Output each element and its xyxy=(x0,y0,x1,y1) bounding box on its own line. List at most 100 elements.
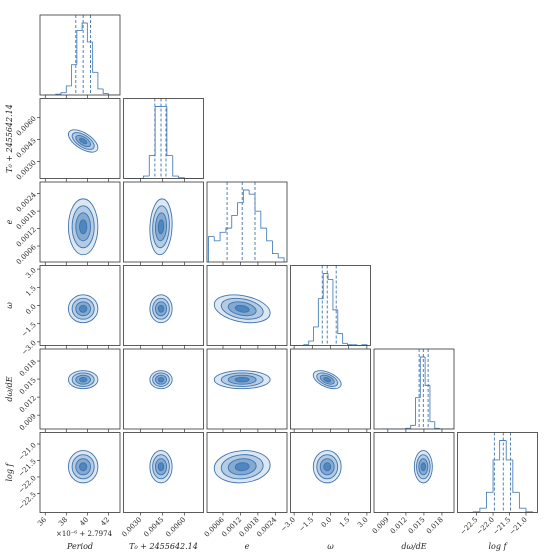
contour xyxy=(323,376,332,383)
hist-bin xyxy=(71,64,77,86)
contour xyxy=(234,462,250,472)
panel xyxy=(149,294,173,324)
hist-bin xyxy=(272,240,279,254)
hist-bin xyxy=(505,440,513,461)
hist-bin xyxy=(178,176,185,179)
panel-frame xyxy=(39,181,121,263)
panel xyxy=(45,15,119,95)
panel-frame xyxy=(39,348,121,430)
hist-bin xyxy=(254,194,261,212)
panel-frame xyxy=(123,181,204,263)
panel-frame xyxy=(123,98,204,179)
panel-frame xyxy=(290,265,371,346)
panel xyxy=(466,432,534,513)
hist-bin xyxy=(107,93,114,95)
panel xyxy=(67,450,99,484)
panel-frame xyxy=(206,348,288,430)
x-tick-label: 3.0 xyxy=(356,516,370,530)
x-axis-label: ω xyxy=(327,542,334,551)
hist-bin xyxy=(347,343,353,346)
panel-frame xyxy=(123,432,204,513)
y-tick-label: 3.0 xyxy=(24,266,38,280)
hist-bin xyxy=(184,177,191,179)
x-tick-label: 0.015 xyxy=(407,516,427,536)
hist-bin xyxy=(419,356,426,398)
panel-frame xyxy=(39,14,121,96)
y-axis-label: e xyxy=(5,219,14,224)
hist-bin xyxy=(81,22,88,31)
x-tick-label: 0.012 xyxy=(389,516,409,536)
panel-frame xyxy=(39,98,121,179)
x-tick-label: −1.5 xyxy=(297,516,315,534)
x-tick-label: 0.0 xyxy=(320,516,334,530)
contour xyxy=(79,304,88,313)
hist-bin xyxy=(342,333,348,344)
y-tick-label: −21.0 xyxy=(17,441,38,462)
x-axis-label: log f xyxy=(489,542,509,551)
hist-bin xyxy=(172,155,179,177)
x-axis-label: dω/dE xyxy=(401,542,426,551)
hist-bin xyxy=(248,190,255,195)
panel xyxy=(213,450,271,484)
panel xyxy=(67,370,99,390)
hist-bin xyxy=(410,424,416,429)
y-tick-label: −1.5 xyxy=(20,321,38,339)
hist-bin xyxy=(518,492,526,509)
hist-bin xyxy=(512,459,520,493)
hist-bin xyxy=(525,508,534,513)
offset-text: ×10⁻⁶ + 2.7974 xyxy=(56,530,113,538)
hist-bin xyxy=(166,106,173,157)
x-tick-label: 38 xyxy=(57,516,69,528)
hist-bin xyxy=(415,397,421,426)
panel-frame xyxy=(123,265,204,346)
hist-bin xyxy=(92,41,98,73)
contour xyxy=(323,462,332,472)
contour xyxy=(420,462,427,472)
panel-frame xyxy=(206,265,288,346)
hist-bin xyxy=(332,279,338,311)
panel xyxy=(294,265,368,346)
panel-frame xyxy=(206,432,288,513)
panel xyxy=(208,182,285,262)
y-axis-label: log f xyxy=(5,461,14,481)
x-tick-label: 0.009 xyxy=(371,516,391,536)
hist-bin xyxy=(148,155,156,177)
x-axis-label: e xyxy=(245,542,250,551)
x-tick-label: 0.0060 xyxy=(164,516,187,539)
hist-bin xyxy=(317,298,324,327)
panel-frame xyxy=(373,348,455,430)
panel xyxy=(312,450,342,484)
hist-bin xyxy=(154,106,162,156)
y-tick-label: 0.009 xyxy=(18,412,38,432)
contour xyxy=(234,304,250,313)
panel xyxy=(149,198,173,256)
hist-bin xyxy=(429,385,435,423)
hist-bin xyxy=(322,273,329,299)
hist-bin xyxy=(356,344,363,346)
hist-bin xyxy=(60,92,67,95)
hist-bin xyxy=(208,236,215,262)
panel xyxy=(125,98,203,179)
hist-bin xyxy=(479,507,487,512)
panel xyxy=(67,129,99,153)
y-tick-label: 0.015 xyxy=(18,376,38,396)
y-tick-label: 1.5 xyxy=(24,284,38,298)
hist-bin xyxy=(102,88,109,94)
panel-frame xyxy=(457,432,538,513)
hist-bin xyxy=(439,428,445,429)
contour xyxy=(157,219,165,235)
hist-bin xyxy=(86,23,93,43)
panel xyxy=(381,349,454,429)
panel xyxy=(213,294,271,324)
hist-bin xyxy=(337,309,343,335)
panel xyxy=(67,294,99,324)
panel xyxy=(312,370,342,390)
hist-bin xyxy=(213,236,221,242)
contour xyxy=(79,462,88,472)
x-tick-label: 1.5 xyxy=(338,516,352,530)
contour xyxy=(157,376,165,383)
contour xyxy=(79,219,88,235)
hist-bin xyxy=(97,72,104,90)
x-tick-label: 36 xyxy=(36,515,48,527)
